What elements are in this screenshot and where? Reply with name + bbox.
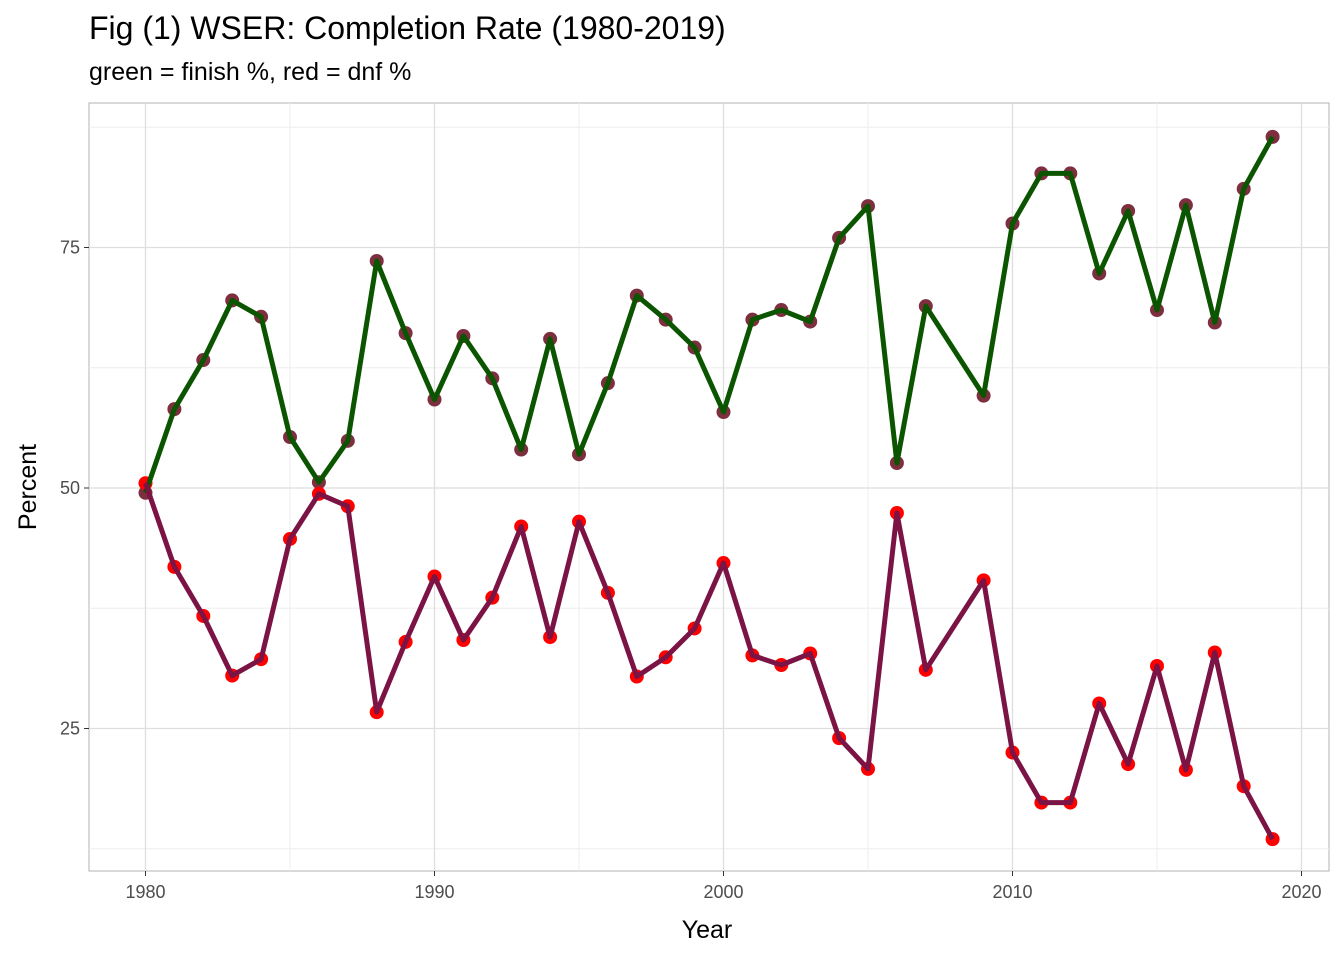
series-line-dnf bbox=[143, 482, 1275, 841]
y-axis-title: Percent bbox=[14, 444, 42, 530]
x-tick-label: 2000 bbox=[703, 882, 743, 902]
x-tick-label: 2020 bbox=[1281, 882, 1321, 902]
series-line-finish bbox=[143, 135, 1275, 494]
x-axis-title: Year bbox=[682, 916, 733, 944]
y-tick-label: 75 bbox=[60, 238, 80, 258]
chart-title: Fig (1) WSER: Completion Rate (1980-2019… bbox=[89, 10, 726, 46]
x-tick-label: 1980 bbox=[125, 882, 165, 902]
x-tick-label: 2010 bbox=[992, 882, 1032, 902]
y-tick-label: 50 bbox=[60, 478, 80, 498]
x-tick-label: 1990 bbox=[414, 882, 454, 902]
y-tick-label: 25 bbox=[60, 719, 80, 739]
chart-subtitle: green = finish %, red = dnf % bbox=[89, 58, 412, 86]
plot-panel bbox=[88, 102, 1330, 872]
